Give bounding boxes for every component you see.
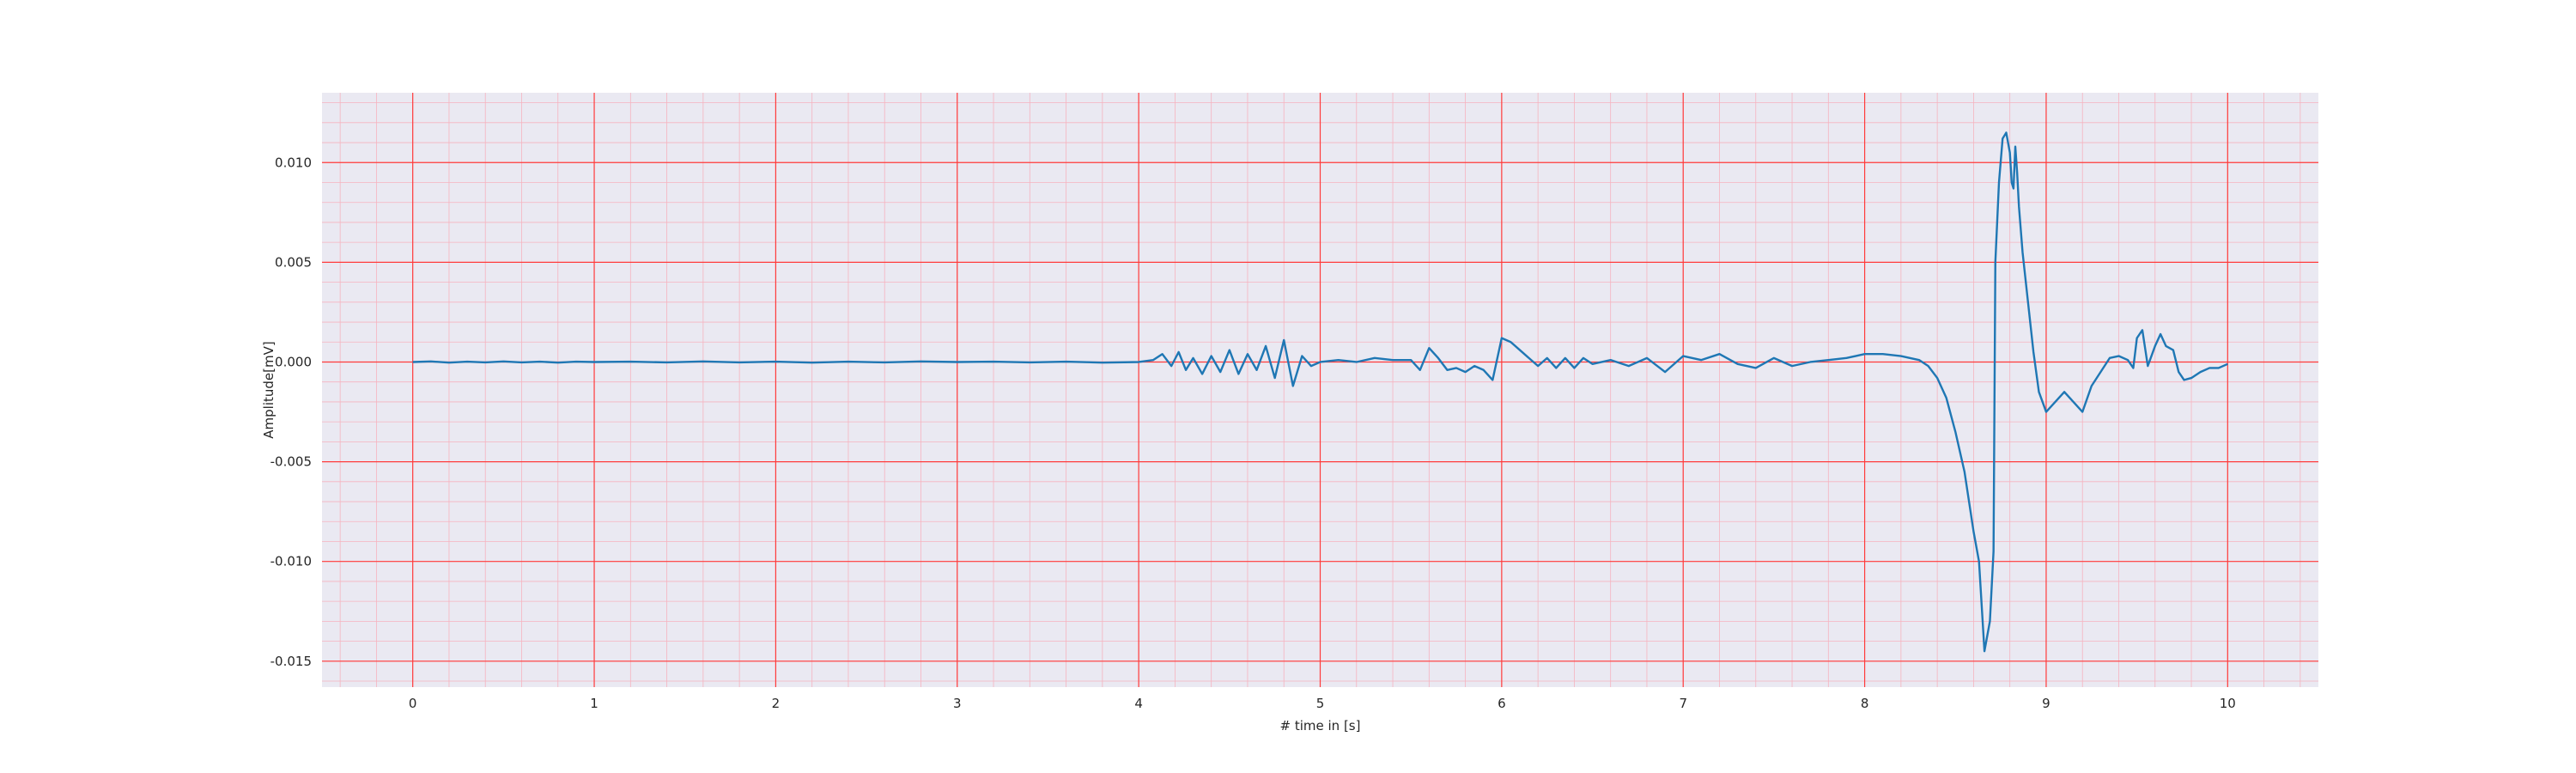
- x-tick-label: 8: [1861, 696, 1869, 711]
- x-tick-label: 1: [590, 696, 598, 711]
- x-tick-labels: 0 1 2 3 4 5 6 7 8 9 10: [409, 696, 2236, 711]
- x-tick-label: 7: [1679, 696, 1687, 711]
- x-axis-label: # time in [s]: [1280, 718, 1361, 733]
- x-tick-label: 4: [1134, 696, 1143, 711]
- y-tick-label: 0.005: [275, 254, 312, 270]
- x-tick-label: 6: [1498, 696, 1506, 711]
- x-tick-label: 2: [772, 696, 781, 711]
- y-tick-label: -0.015: [270, 654, 312, 669]
- x-tick-label: 5: [1316, 696, 1325, 711]
- y-axis-label: Amplitude[mV]: [261, 341, 276, 438]
- y-tick-label: 0.010: [275, 155, 312, 170]
- x-tick-label: 9: [2042, 696, 2050, 711]
- x-tick-label: 0: [409, 696, 417, 711]
- x-tick-label: 10: [2220, 696, 2236, 711]
- y-tick-label: -0.010: [270, 554, 312, 569]
- x-tick-label: 3: [953, 696, 962, 711]
- y-tick-label: 0.000: [275, 354, 312, 369]
- y-tick-label: -0.005: [270, 454, 312, 470]
